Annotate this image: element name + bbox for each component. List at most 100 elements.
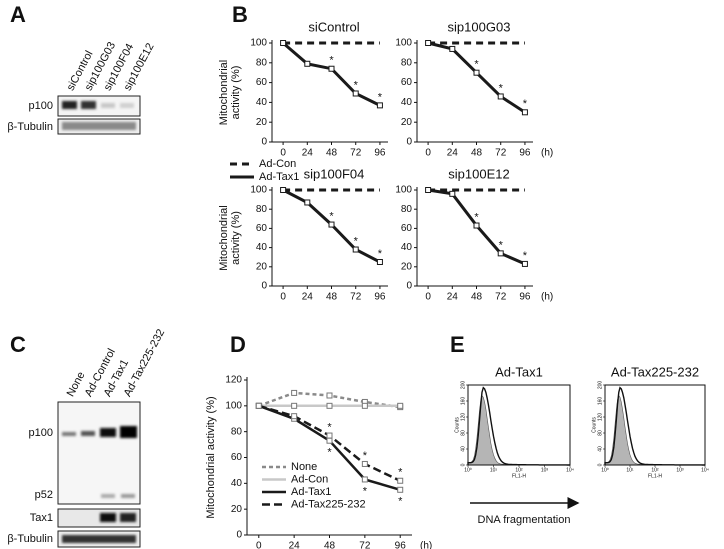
- x-tick-label: 0: [280, 292, 286, 303]
- point: [326, 432, 333, 439]
- point: [361, 402, 368, 409]
- asterisk: *: [378, 91, 383, 103]
- point: [352, 90, 359, 97]
- point: [473, 69, 480, 76]
- row-label: p100: [29, 100, 53, 112]
- x-tick-label: 0: [256, 541, 262, 549]
- legend-label: Ad-Tax1: [291, 486, 331, 498]
- y-tick-label: 80: [460, 430, 466, 436]
- x-tick-label: 48: [326, 148, 338, 159]
- y-tick-label: 40: [401, 97, 413, 108]
- point: [326, 402, 333, 409]
- x-tick-label: 72: [495, 148, 507, 159]
- y-tick-label: 100: [395, 185, 412, 196]
- x-unit: (h): [420, 541, 432, 549]
- asterisk: *: [474, 59, 479, 71]
- point: [449, 45, 456, 52]
- y-tick-label: 80: [597, 430, 603, 436]
- y-tick-label: 0: [236, 530, 242, 541]
- x-tick-label: 24: [447, 148, 459, 159]
- y-tick-label: 160: [597, 397, 603, 406]
- chart-title: Ad-Tax1: [495, 364, 543, 379]
- y-tick-label: 40: [597, 446, 603, 452]
- y-tick-label: 0: [406, 281, 412, 292]
- asterisk: *: [398, 496, 403, 508]
- y-axis-label: Mitochondrial: [218, 205, 230, 270]
- y-tick-label: 0: [261, 281, 267, 292]
- band: [101, 494, 115, 498]
- x-tick-label: 72: [350, 148, 362, 159]
- x-tick-label: 10⁴: [566, 467, 574, 473]
- band: [120, 513, 136, 522]
- point: [521, 109, 528, 116]
- y-tick-label: 20: [401, 117, 413, 128]
- asterisk: *: [398, 467, 403, 479]
- y-tick-label: 200: [460, 381, 466, 390]
- legend-label: Ad-Con: [259, 158, 296, 170]
- panel-letter: A: [10, 2, 26, 27]
- y-tick-label: 100: [250, 185, 267, 196]
- y-axis-label: Mitochondrial: [218, 60, 230, 125]
- band: [121, 494, 135, 498]
- x-tick-label: 10¹: [626, 467, 634, 473]
- y-tick-label: 20: [256, 261, 268, 272]
- asterisk: *: [499, 239, 504, 251]
- point: [304, 199, 311, 206]
- point: [328, 65, 335, 72]
- asterisk: *: [329, 55, 334, 67]
- legend-label: Ad-Con: [291, 473, 328, 485]
- histogram-fill: [604, 394, 705, 466]
- y-tick-label: 80: [401, 204, 413, 215]
- y-tick-label: 80: [231, 426, 243, 437]
- point: [425, 187, 432, 193]
- point: [328, 221, 335, 228]
- x-tick-label: 72: [495, 292, 507, 303]
- y-tick-label: 80: [256, 57, 268, 68]
- band: [62, 432, 76, 436]
- series-line: [427, 41, 526, 114]
- x-tick-label: 96: [374, 148, 386, 159]
- y-tick-label: 80: [401, 57, 413, 68]
- x-tick-label: 10³: [676, 467, 684, 473]
- point: [361, 460, 368, 467]
- y-tick-label: 80: [256, 204, 268, 215]
- blot-frame: [57, 401, 141, 505]
- y-tick-label: 60: [256, 223, 268, 234]
- chart-title: Ad-Tax225-232: [611, 364, 699, 379]
- point: [291, 413, 298, 420]
- point: [304, 60, 311, 67]
- panel-letter: C: [10, 332, 26, 357]
- row-label: β-Tubulin: [7, 533, 53, 545]
- y-tick-label: 0: [406, 137, 412, 148]
- asterisk: *: [329, 210, 334, 222]
- y-tick-label: 120: [225, 375, 242, 386]
- blot-a: [57, 95, 141, 135]
- blot-frame: [57, 95, 141, 117]
- series-line: [282, 41, 381, 107]
- chart-title: sip100F04: [304, 166, 365, 181]
- band: [81, 101, 96, 109]
- band: [62, 101, 77, 109]
- chart-title: sip100G03: [448, 19, 511, 34]
- x-tick-label: 24: [302, 148, 314, 159]
- x-tick-label: 48: [324, 541, 336, 549]
- panel-letter: B: [232, 2, 248, 27]
- x-tick-label: 96: [374, 292, 386, 303]
- asterisk: *: [474, 211, 479, 223]
- histogram-fill: [467, 394, 570, 466]
- chart-title: siControl: [308, 19, 359, 34]
- point: [397, 486, 404, 493]
- band: [120, 426, 137, 438]
- x-tick-label: 24: [289, 541, 301, 549]
- x-unit: (h): [541, 292, 553, 303]
- legend-label: None: [291, 461, 317, 473]
- point: [497, 250, 504, 257]
- asterisk: *: [499, 82, 504, 94]
- x-tick-label: 72: [359, 541, 371, 549]
- y-tick-label: 20: [401, 261, 413, 272]
- y-tick-label: 20: [231, 504, 243, 515]
- point: [497, 93, 504, 100]
- asterisk: *: [378, 248, 383, 260]
- point: [255, 402, 262, 409]
